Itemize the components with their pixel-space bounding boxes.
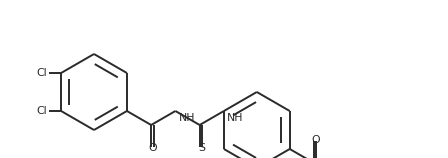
Text: S: S [198, 143, 205, 153]
Text: NH: NH [178, 113, 195, 123]
Text: NH: NH [227, 113, 243, 123]
Text: Cl: Cl [36, 68, 47, 78]
Text: O: O [149, 143, 157, 153]
Text: Cl: Cl [36, 106, 47, 116]
Text: O: O [312, 135, 320, 145]
